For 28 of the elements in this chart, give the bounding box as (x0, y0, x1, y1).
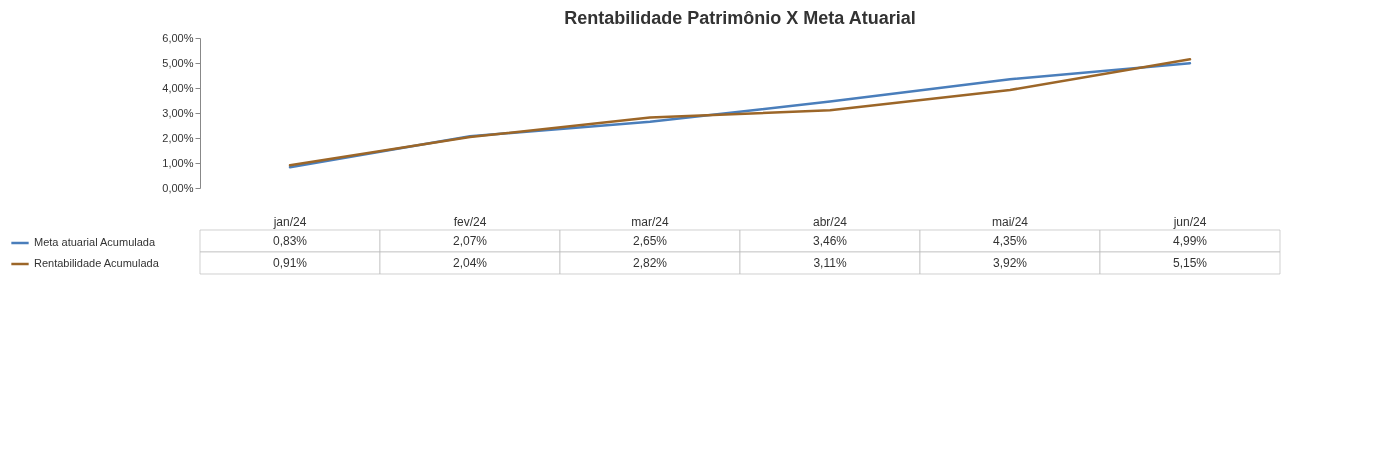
x-tick-label: abr/24 (812, 214, 848, 229)
x-tick-label: jun/24 (1172, 214, 1207, 229)
x-tick-label: jan/24 (272, 214, 307, 229)
y-tick-label: 4,00% (162, 81, 194, 94)
data-label: 2,07% (452, 234, 488, 248)
legend-label: Meta atuarial Acumulada (34, 236, 156, 248)
y-tick-label: 6,00% (162, 31, 194, 44)
x-tick-label: fev/24 (453, 214, 487, 229)
data-label: 2,82% (632, 256, 668, 270)
data-label: 3,92% (992, 256, 1028, 270)
data-label: 4,35% (992, 234, 1028, 248)
data-label: 2,04% (452, 256, 488, 270)
data-label: 2,65% (632, 234, 668, 248)
y-tick-label: 2,00% (162, 131, 194, 144)
x-tick-label: mai/24 (991, 214, 1029, 229)
data-label: 0,91% (272, 256, 308, 270)
y-tick-label: 0,00% (162, 181, 194, 194)
data-label: 3,11% (813, 256, 847, 270)
y-tick-label: 3,00% (162, 106, 194, 119)
y-tick-label: 5,00% (162, 56, 194, 69)
y-tick-label: 1,00% (162, 156, 194, 169)
chart-title: Rentabilidade Patrimônio X Meta Atuarial (564, 8, 916, 28)
legend-label: Rentabilidade Acumulada (34, 257, 160, 269)
data-label: 0,83% (272, 234, 308, 248)
data-label: 5,15% (1172, 256, 1208, 270)
x-tick-label: mar/24 (631, 214, 669, 229)
data-label: 3,46% (812, 234, 848, 248)
data-label: 4,99% (1172, 234, 1208, 248)
